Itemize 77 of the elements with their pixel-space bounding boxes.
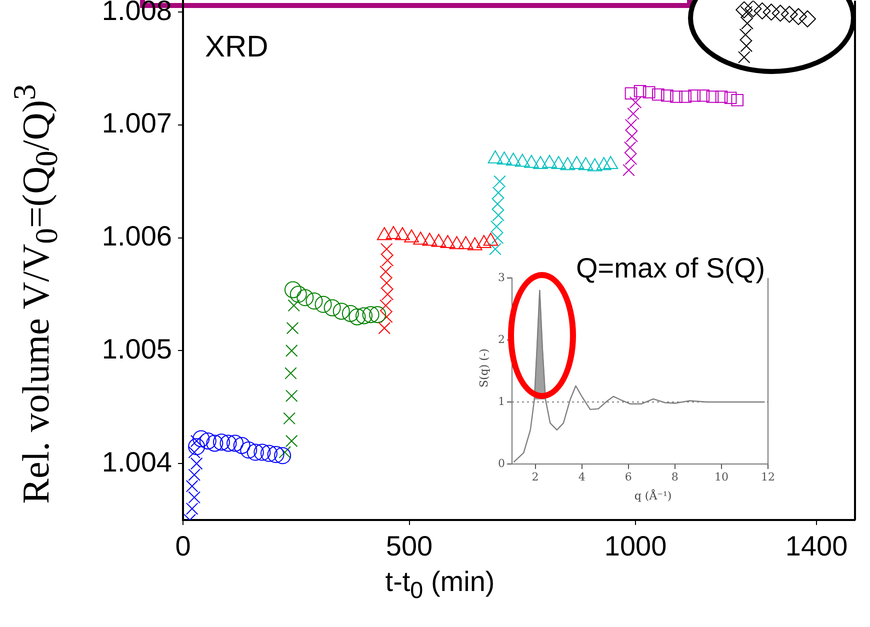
point [285,434,298,448]
point [220,434,237,452]
point [715,90,728,103]
point [661,89,674,102]
y-tick-label: 1.006 [102,220,172,252]
x-tick-label: 2 [532,470,539,484]
y-tick-label: 1.007 [102,108,172,139]
point [226,434,244,452]
point [296,289,314,306]
point [679,90,692,103]
point [192,430,210,448]
point [199,432,216,450]
y-tick-label: 1.008 [102,0,172,26]
point [652,88,664,101]
point [356,307,373,324]
point [267,446,284,464]
annotation: Q=max of S(Q) [576,252,766,284]
y-tick-label: 1.005 [102,333,172,364]
point [188,438,206,456]
point [706,90,719,103]
point [274,447,292,464]
x-tick-label: 6 [624,470,632,484]
point [254,444,271,461]
point [624,87,638,100]
x-tick-label: 0 [175,530,191,562]
point [688,89,701,102]
y-tick-label: 1 [498,394,505,408]
x-tick-label: 8 [671,470,678,484]
point [260,444,278,462]
x-axis-title: t-t$_{0}$ (min) [385,566,495,604]
point [283,412,296,425]
point [634,84,646,98]
point [762,4,780,21]
point [246,444,264,461]
point [798,10,816,28]
x-tick-label: 1400 [785,530,848,562]
point [332,302,350,320]
y-tick-label: 2 [498,332,505,346]
point [288,299,300,312]
point [790,8,807,26]
x-tick-label: 4 [578,470,586,484]
x-tick-label: 12 [761,470,775,484]
y-tick-label: 1.004 [102,446,172,478]
x-tick-label: 10 [714,470,728,484]
point [670,90,682,103]
point [731,94,744,106]
x-tick-label: 1000 [604,530,667,562]
point [754,2,771,20]
point [284,281,302,298]
point [240,442,258,459]
x-axis-title: q (Å⁻¹) [634,490,672,502]
point [285,390,298,402]
x-tick-label: 500 [386,530,433,562]
point [744,0,762,18]
point [290,286,307,303]
point [362,306,380,324]
y-tick-label: 0 [498,456,505,470]
point [284,367,297,380]
y-tick-label: 3 [498,270,505,284]
point [286,322,299,334]
point [306,292,323,310]
point [642,86,656,98]
point [285,344,298,357]
point [206,434,224,452]
point [233,437,250,454]
point [348,308,366,326]
point [724,92,737,104]
y-axis-title: S(q) (-) [478,348,490,388]
point [342,304,359,322]
annotation: XRD [205,30,268,64]
point [324,299,341,316]
point [780,6,798,23]
point [772,4,789,22]
point [697,89,710,102]
point [369,306,386,324]
point [212,434,230,451]
point [314,296,332,313]
